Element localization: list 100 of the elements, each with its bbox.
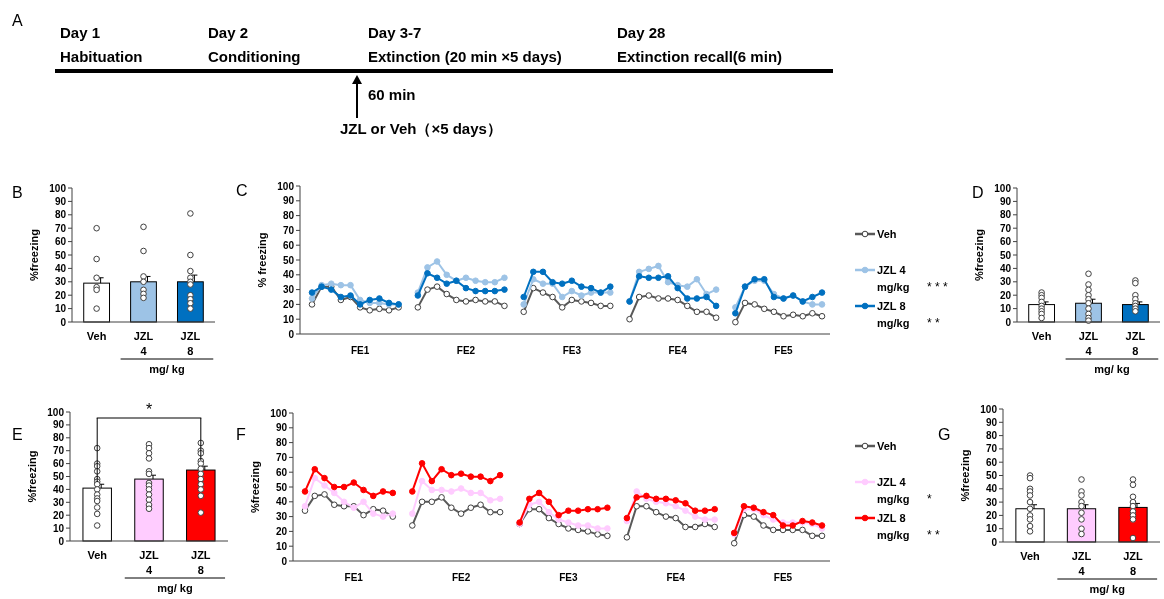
- text: Habituation: [60, 48, 143, 65]
- y-tick-label: 0: [281, 555, 288, 567]
- x-tick-label: FE1: [350, 345, 370, 356]
- y-tick-label: 30: [52, 496, 65, 508]
- y-tick-label: 100: [270, 407, 288, 419]
- y-tick-label: 90: [52, 419, 65, 431]
- y-tick-label: 10: [275, 540, 288, 552]
- y-tick-label: 30: [999, 276, 1012, 288]
- y-tick-label: 0: [58, 535, 65, 547]
- chart-title: C: [236, 182, 248, 199]
- y-tick-label: 40: [54, 262, 67, 274]
- y-tick-label: 80: [985, 430, 998, 442]
- y-tick-label: 100: [980, 403, 998, 415]
- x-tick-label: Veh: [87, 549, 108, 561]
- y-tick-label: 100: [277, 180, 295, 192]
- x-tick-label: JZL 8: [1123, 550, 1144, 577]
- y-tick-label: 30: [54, 276, 67, 288]
- y-tick-label: 70: [985, 443, 998, 455]
- annotation: *: [145, 401, 153, 418]
- y-tick-label: 20: [275, 525, 288, 537]
- y-tick-label: 30: [282, 284, 295, 296]
- text: Conditioning: [208, 48, 301, 65]
- y-tick-label: 90: [54, 195, 67, 207]
- x-tick-label: FE3: [562, 345, 582, 356]
- y-tick-label: 60: [282, 239, 295, 251]
- text: A: [12, 12, 23, 29]
- legend-label: Veh: [877, 439, 897, 452]
- x-tick-label: FE2: [451, 572, 471, 583]
- text: 60 min: [368, 86, 416, 103]
- x-tick-label: FE3: [559, 572, 578, 583]
- y-tick-label: 60: [52, 458, 65, 470]
- x-tick-label: Veh: [1020, 550, 1041, 562]
- x-tick-label: JZL 8: [180, 330, 201, 357]
- y-tick-label: 30: [985, 496, 998, 508]
- y-tick-label: 90: [999, 195, 1012, 207]
- y-tick-label: 20: [54, 289, 67, 301]
- legend-label: JZL 8 mg/kg: [877, 511, 910, 541]
- y-tick-label: 80: [282, 210, 295, 222]
- y-tick-label: 100: [49, 182, 67, 194]
- y-tick-label: 10: [52, 522, 65, 534]
- x-tick-label: JZL 8: [191, 549, 211, 576]
- y-tick-label: 40: [985, 483, 998, 495]
- text: F: [236, 426, 246, 443]
- y-tick-label: 70: [54, 222, 67, 234]
- y-tick-label: 70: [52, 445, 65, 457]
- legend-label: JZL 4 mg/kg: [877, 475, 910, 505]
- chart-title: B: [12, 184, 23, 201]
- x-tick-label: FE5: [773, 572, 793, 583]
- y-tick-label: 0: [60, 316, 67, 328]
- text: Extinction recall(6 min): [617, 48, 783, 65]
- y-tick-label: 0: [288, 328, 295, 340]
- y-tick-label: 50: [54, 249, 67, 261]
- y-tick-label: 40: [52, 483, 65, 495]
- y-tick-label: 20: [999, 289, 1012, 301]
- x-tick-label: FE5: [774, 345, 794, 356]
- y-axis-title: % freezing: [256, 232, 268, 288]
- y-tick-label: 50: [275, 481, 288, 493]
- x-axis-title: mg/ kg: [1089, 583, 1125, 595]
- text: JZL or Veh（×5 days）: [340, 120, 502, 137]
- text: Day 28: [617, 24, 666, 41]
- x-tick-label: Veh: [86, 330, 107, 342]
- y-tick-label: 0: [991, 536, 998, 548]
- y-tick-label: 60: [54, 236, 67, 248]
- y-tick-label: 50: [52, 471, 65, 482]
- x-tick-label: FE2: [456, 345, 476, 356]
- text: Extinction (20 min ×5 days): [368, 48, 562, 65]
- y-tick-label: 100: [994, 182, 1012, 194]
- x-axis-title: mg/ kg: [1094, 363, 1130, 375]
- y-tick-label: 80: [54, 209, 67, 221]
- y-tick-label: 50: [999, 249, 1012, 261]
- text: * *: [927, 316, 940, 331]
- y-tick-label: 40: [282, 269, 295, 281]
- y-tick-label: 40: [999, 262, 1012, 274]
- y-tick-label: 10: [54, 303, 67, 315]
- y-tick-label: 40: [275, 496, 288, 508]
- y-tick-label: 10: [282, 313, 295, 325]
- chart-title: D: [972, 184, 984, 201]
- text: Day 1: [60, 24, 101, 41]
- y-tick-label: 50: [282, 254, 295, 266]
- text: * * *: [927, 280, 949, 295]
- y-tick-label: 70: [275, 451, 288, 463]
- y-tick-label: 60: [985, 456, 998, 468]
- text: * *: [927, 528, 940, 543]
- y-axis-title: %freezing: [249, 461, 261, 513]
- x-tick-label: FE4: [666, 572, 686, 583]
- y-tick-label: 30: [275, 511, 288, 523]
- x-tick-label: FE4: [668, 345, 688, 356]
- y-tick-label: 20: [52, 509, 65, 521]
- y-axis-title: %freezing: [26, 450, 38, 503]
- y-tick-label: 70: [999, 222, 1012, 234]
- x-tick-label: JZL 8: [1125, 330, 1146, 357]
- x-tick-label: FE1: [344, 572, 364, 583]
- legend-label: JZL 8 mg/kg: [877, 299, 910, 329]
- x-tick-label: Veh: [1031, 330, 1052, 342]
- text: G: [938, 426, 951, 443]
- x-axis-title: mg/ kg: [157, 582, 193, 594]
- y-tick-label: 70: [282, 224, 295, 236]
- y-tick-label: 20: [985, 509, 998, 521]
- legend-label: JZL 4 mg/kg: [877, 263, 910, 293]
- y-tick-label: 0: [1005, 316, 1012, 328]
